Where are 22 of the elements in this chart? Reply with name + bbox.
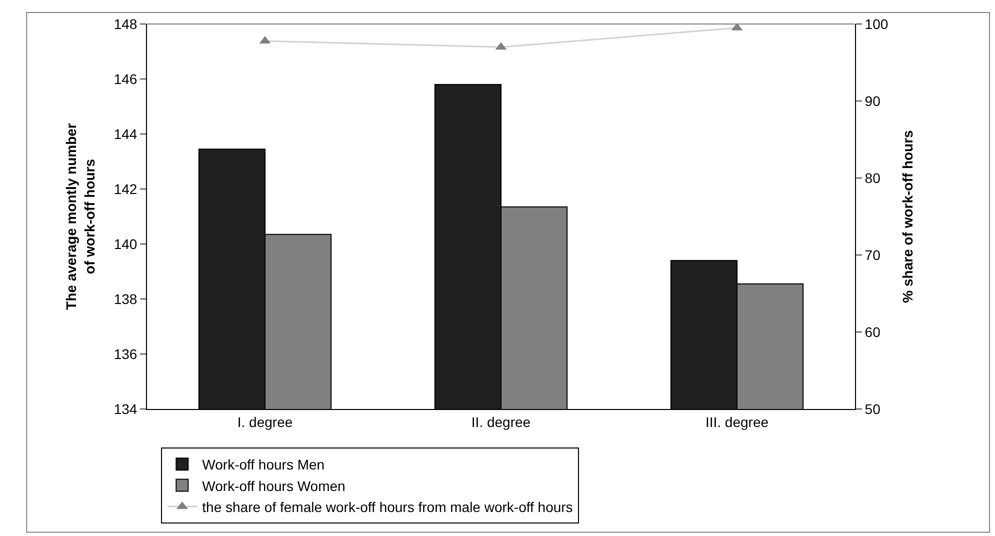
y2-tick-label: 60	[864, 324, 881, 340]
x-tick-label: III. degree	[705, 414, 769, 430]
x-tick-label: I. degree	[237, 414, 293, 430]
y-axis-title: The average montly number of work-off hours	[63, 122, 98, 310]
y-tick-label: 148	[114, 16, 138, 32]
legend-label: Work-off hours Men	[202, 456, 325, 473]
y2-tick-label: 70	[864, 246, 881, 263]
x-tick-label: II. degree	[471, 414, 531, 430]
y-tick-label: 142	[114, 180, 138, 197]
y-tick-label: 144	[114, 126, 138, 142]
y-tick-label: 140	[114, 236, 138, 252]
y2-tick-label: 90	[864, 92, 881, 109]
y2-tick-label: 80	[864, 170, 881, 186]
y2-tick-label: 100	[864, 16, 888, 32]
y2-tick-label: 50	[864, 400, 881, 417]
legend-label: Work-off hours Women	[202, 478, 346, 494]
y-tick-label: 136	[114, 346, 138, 362]
legend-label: the share of female work-off hours from male work-off hours	[202, 498, 573, 515]
y-tick-label: 146	[114, 70, 138, 87]
y-tick-label: 138	[114, 290, 138, 307]
y2-axis-title: % share of work-off hours	[900, 130, 916, 303]
y-tick-label: 134	[114, 400, 138, 417]
